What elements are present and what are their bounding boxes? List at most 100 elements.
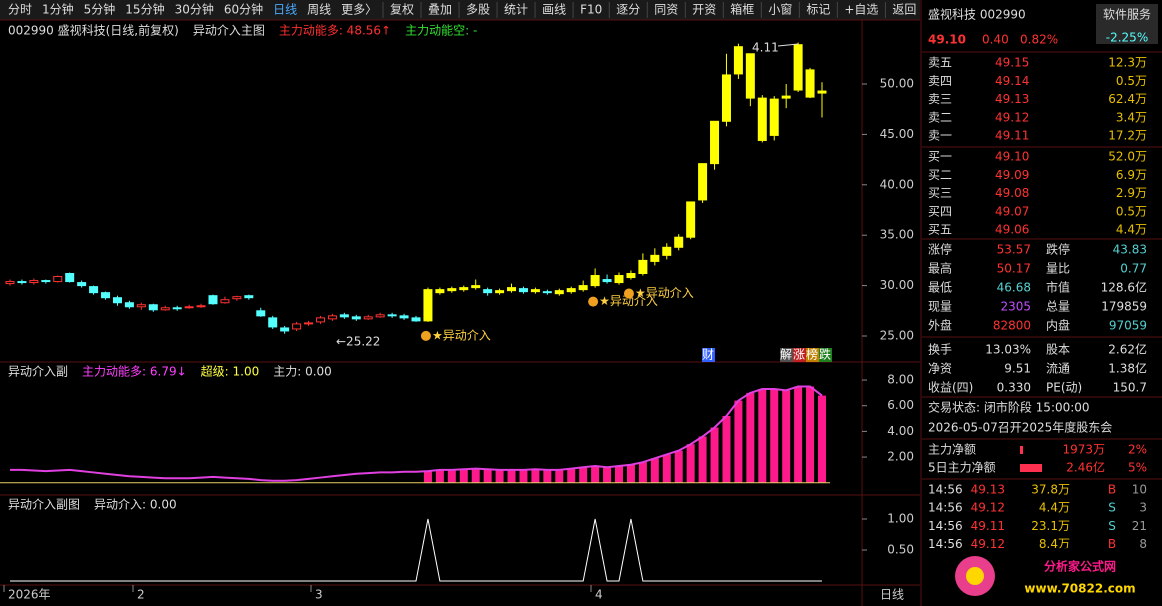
candle-body bbox=[5, 281, 15, 285]
toolbar-button[interactable]: 同资 bbox=[654, 3, 678, 17]
stat-label: PE(动) bbox=[1046, 381, 1082, 395]
flow-value: 1973万 bbox=[1062, 443, 1105, 457]
toolbar-tab[interactable]: 分时 bbox=[8, 3, 32, 17]
toolbar-button[interactable]: 统计 bbox=[504, 3, 528, 17]
toolbar bbox=[0, 0, 920, 20]
tick-side: B bbox=[1108, 483, 1116, 497]
flow-pct: 2% bbox=[1128, 443, 1147, 457]
panel-header: 主力动能多: 48.56↑ bbox=[279, 24, 391, 38]
toolbar-tab[interactable]: 5分钟 bbox=[84, 2, 116, 17]
toolbar-button[interactable]: 小窗 bbox=[768, 3, 792, 17]
stat-value: 150.7 bbox=[1113, 381, 1147, 395]
badge: 涨 bbox=[793, 347, 805, 362]
book-label: 卖三 bbox=[928, 92, 952, 106]
momentum-bar bbox=[782, 390, 791, 483]
toolbar-tab[interactable]: 60分钟 bbox=[224, 2, 263, 17]
y-tick-label: 6.00 bbox=[887, 398, 914, 412]
candle-body bbox=[781, 95, 791, 99]
toolbar-button[interactable]: 标记 bbox=[806, 3, 830, 17]
book-price: 49.06 bbox=[995, 223, 1029, 237]
candle-body bbox=[148, 304, 158, 311]
high-annotation: 4.11 bbox=[752, 41, 779, 55]
marker-icon bbox=[623, 288, 634, 299]
stat-label: 市值 bbox=[1046, 280, 1070, 295]
book-volume: 17.2万 bbox=[1108, 129, 1147, 143]
y-tick-label: 25.00 bbox=[880, 329, 914, 343]
tick-side: S bbox=[1108, 501, 1116, 515]
panel-header: 主力动能空: - bbox=[405, 24, 477, 38]
change: 0.40 bbox=[982, 33, 1009, 47]
toolbar-button[interactable]: 逐分 bbox=[616, 3, 640, 17]
panel-header: 异动介入: 0.00 bbox=[94, 498, 177, 512]
signal-label: ★异动介入 bbox=[635, 286, 694, 300]
toolbar-button[interactable]: 画线 bbox=[542, 3, 566, 17]
y-tick-label: 30.00 bbox=[880, 278, 914, 292]
toolbar-button[interactable]: 返回 bbox=[892, 3, 916, 17]
flow-label: 主力净额 bbox=[928, 443, 976, 457]
change-pct: 0.82% bbox=[1020, 33, 1058, 47]
signal-label: ★异动介入 bbox=[432, 328, 491, 342]
flow-pct: 5% bbox=[1128, 461, 1147, 475]
toolbar-tab[interactable]: 1分钟 bbox=[42, 2, 74, 17]
toolbar-button[interactable]: 开资 bbox=[692, 3, 716, 17]
momentum-bar bbox=[531, 469, 540, 483]
candle-body bbox=[686, 201, 696, 238]
book-price: 49.12 bbox=[995, 110, 1029, 124]
candle-body bbox=[590, 275, 600, 287]
candle-body bbox=[304, 322, 314, 325]
book-price: 49.13 bbox=[995, 92, 1029, 106]
toolbar-tab[interactable]: 更多〉 bbox=[341, 3, 377, 17]
stat-label: 内盘 bbox=[1046, 318, 1070, 333]
tick-count: 8 bbox=[1139, 537, 1147, 551]
candle-body bbox=[363, 316, 373, 320]
toolbar-tab[interactable]: 15分钟 bbox=[125, 2, 164, 17]
book-volume: 62.4万 bbox=[1108, 92, 1147, 106]
momentum-bar bbox=[686, 444, 695, 483]
momentum-bar bbox=[638, 462, 647, 483]
stock-name: 盛视科技 002990 bbox=[928, 7, 1026, 22]
tick-volume: 8.4万 bbox=[1039, 537, 1070, 551]
toolbar-button[interactable]: 多股 bbox=[466, 3, 490, 17]
y-tick-label: 2.00 bbox=[887, 450, 914, 464]
candle-body bbox=[29, 280, 39, 284]
momentum-bar bbox=[567, 468, 576, 483]
toolbar-button[interactable]: 箱框 bbox=[730, 2, 754, 17]
candle-body bbox=[554, 290, 564, 295]
candle-body bbox=[65, 273, 75, 283]
book-volume: 52.0万 bbox=[1108, 150, 1147, 164]
candle-body bbox=[435, 289, 445, 294]
tick-volume: 37.8万 bbox=[1031, 483, 1070, 497]
tick-time: 14:56 bbox=[928, 501, 963, 515]
momentum-bar bbox=[447, 469, 456, 483]
stat-value: 9.51 bbox=[1004, 362, 1031, 376]
momentum-bar bbox=[674, 450, 683, 483]
candle-body bbox=[172, 307, 182, 310]
stat-label: 净资 bbox=[928, 362, 952, 376]
toolbar-tab[interactable]: 日线 bbox=[273, 3, 297, 17]
y-tick-label: 35.00 bbox=[880, 228, 914, 242]
candle-body bbox=[710, 120, 720, 165]
candle-body bbox=[626, 273, 636, 279]
toolbar-button[interactable]: 复权 bbox=[390, 3, 414, 17]
logo-icon-inner bbox=[966, 567, 984, 585]
stat-label: 换手 bbox=[928, 343, 952, 357]
sector-change: -2.25% bbox=[1106, 31, 1148, 45]
momentum-bar bbox=[579, 467, 588, 483]
tick-price: 49.12 bbox=[971, 537, 1005, 551]
toolbar-button[interactable]: +自选 bbox=[844, 3, 878, 17]
book-label: 买五 bbox=[928, 223, 952, 237]
toolbar-button[interactable]: F10 bbox=[580, 3, 602, 17]
toolbar-tab[interactable]: 30分钟 bbox=[175, 2, 214, 17]
momentum-bar bbox=[662, 454, 671, 483]
candle-body bbox=[136, 304, 146, 308]
tick-side: S bbox=[1108, 519, 1116, 533]
candle-body bbox=[232, 296, 242, 300]
book-volume: 2.9万 bbox=[1116, 186, 1147, 200]
toolbar-button[interactable]: 叠加 bbox=[428, 3, 452, 17]
momentum-bar bbox=[507, 469, 516, 483]
momentum-bar bbox=[555, 469, 564, 483]
toolbar-tab[interactable]: 周线 bbox=[307, 3, 331, 17]
candle-body bbox=[184, 306, 194, 309]
frames bbox=[0, 0, 922, 606]
momentum-bar bbox=[770, 389, 779, 483]
